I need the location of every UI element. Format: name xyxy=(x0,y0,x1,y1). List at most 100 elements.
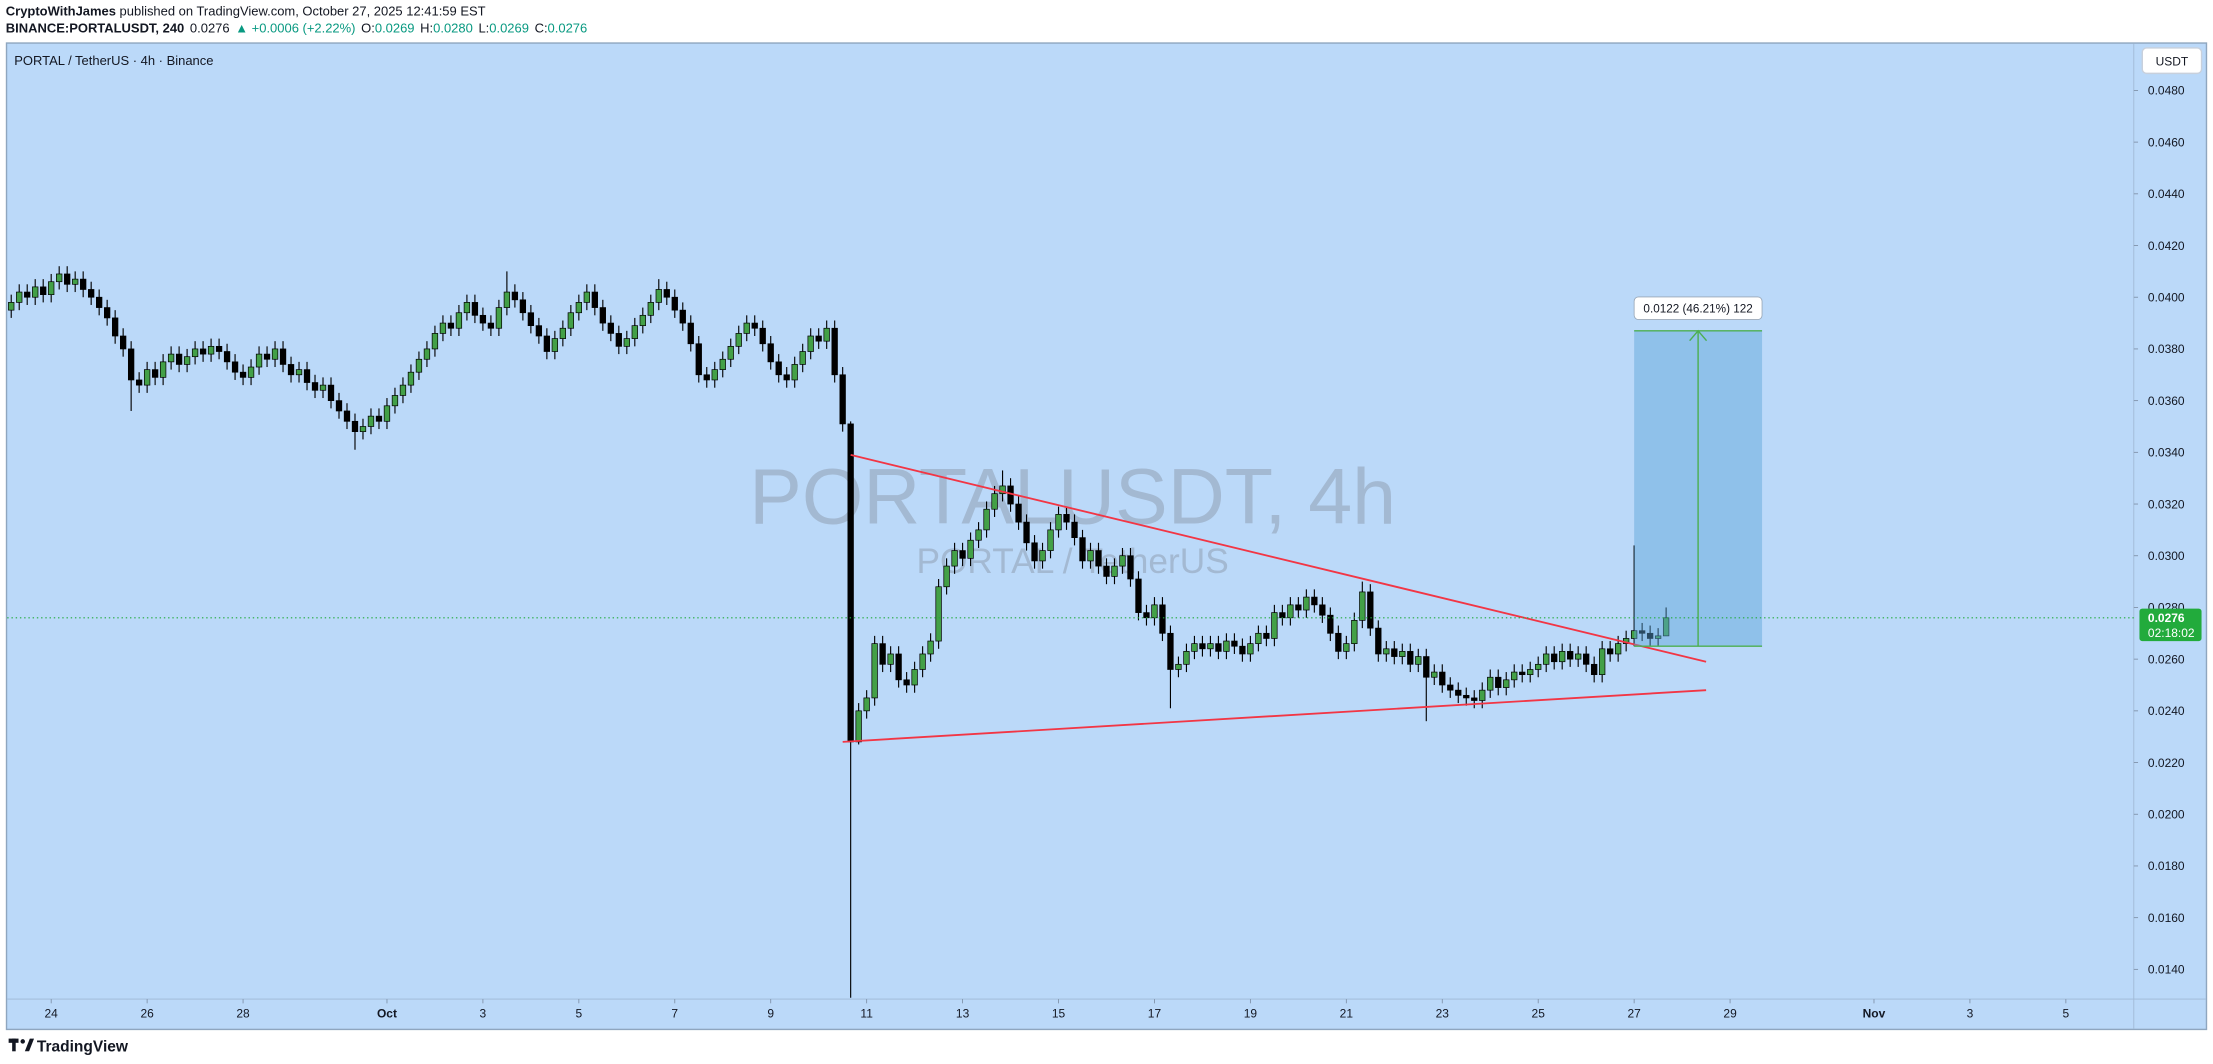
author: CryptoWithJames xyxy=(6,4,116,19)
y-tick-label: 0.0300 xyxy=(2148,549,2185,563)
candle-body xyxy=(1319,604,1326,616)
candle-body xyxy=(935,586,942,642)
candle-body xyxy=(607,322,614,334)
plot: 0.0140 0.0160 0.0180 0.0200 0.0220 0.0240 0.02… xyxy=(7,84,2202,1020)
candle-body xyxy=(735,333,742,347)
candle-body xyxy=(1407,651,1414,665)
candle-body xyxy=(1335,632,1342,652)
candle-body xyxy=(1255,632,1262,644)
candle-body xyxy=(1087,550,1094,562)
x-tick-label: 23 xyxy=(1436,1006,1450,1020)
candle-body xyxy=(1375,627,1382,655)
candle-body xyxy=(8,302,15,311)
candle-body xyxy=(815,335,822,342)
price: 0.0276 xyxy=(190,20,230,35)
candle-body xyxy=(24,291,31,298)
candle-body xyxy=(599,307,606,324)
candle-body xyxy=(1567,651,1574,660)
candle-body xyxy=(263,353,271,360)
candle-body xyxy=(1519,671,1526,676)
candle-body xyxy=(879,643,886,665)
candle-body xyxy=(1551,653,1558,663)
published: published on TradingView.com, October 27… xyxy=(116,4,486,19)
candle-body xyxy=(16,291,23,303)
l-label: L: xyxy=(478,20,489,35)
candle-body xyxy=(711,369,718,381)
candle-body xyxy=(1423,656,1430,678)
candle-body xyxy=(631,325,638,339)
y-tick-label: 0.0160 xyxy=(2148,911,2185,925)
candle-body xyxy=(911,669,918,686)
candle-body xyxy=(351,420,359,433)
candle-body xyxy=(1167,632,1174,670)
o: 0.0269 xyxy=(375,20,415,35)
candle-body xyxy=(1159,604,1166,634)
candle-body xyxy=(471,302,479,316)
x-tick-label: 13 xyxy=(956,1006,970,1020)
candle-body xyxy=(1247,643,1254,655)
candle-body xyxy=(127,348,135,381)
candle-body xyxy=(559,327,567,339)
candle-body xyxy=(623,338,630,347)
y-tick-label: 0.0460 xyxy=(2148,135,2185,149)
candle-body xyxy=(951,550,958,567)
candle-body xyxy=(1615,643,1622,655)
candle-body xyxy=(1295,604,1302,611)
measure-label-box xyxy=(1633,296,1763,320)
x-tick-label: Oct xyxy=(377,1006,397,1020)
pane-title: PORTAL / TetherUS · 4h · Binance xyxy=(14,53,213,68)
y-tick-label: 0.0140 xyxy=(2148,963,2185,977)
candle-body xyxy=(615,333,622,347)
candle-body xyxy=(1111,565,1118,577)
candle-body xyxy=(783,374,790,381)
candle-body xyxy=(1103,565,1110,577)
countdown-label: 02:18:02 xyxy=(2148,626,2195,640)
candle-body xyxy=(495,307,503,329)
candle-body xyxy=(1463,694,1470,699)
candle-body xyxy=(1559,651,1566,663)
y-tick-label: 0.0480 xyxy=(2148,84,2185,98)
currency-label[interactable]: USDT xyxy=(2156,55,2189,69)
candle-body xyxy=(1439,671,1446,686)
x-tick-label: 19 xyxy=(1244,1006,1258,1020)
trendline xyxy=(850,454,1707,663)
candle-body xyxy=(223,351,231,363)
candle-body xyxy=(375,415,383,422)
candle-body xyxy=(1487,676,1494,691)
x-tick-label: 28 xyxy=(236,1006,250,1020)
candle-body xyxy=(391,395,399,407)
candle-body xyxy=(247,366,255,378)
candle-body xyxy=(695,343,702,376)
candle-body xyxy=(903,679,910,686)
candle-body xyxy=(743,322,750,334)
candle-body xyxy=(215,345,223,352)
candle-body xyxy=(447,322,455,329)
candle-body xyxy=(791,364,798,381)
watermark-sub: PORTAL / TetherUS xyxy=(916,542,1228,581)
currency-button[interactable] xyxy=(2141,47,2203,75)
candle-body xyxy=(1127,555,1134,580)
candle-body xyxy=(503,291,511,308)
candle-body xyxy=(1119,555,1126,567)
candle-body xyxy=(639,314,646,327)
candle-body xyxy=(1607,648,1614,655)
candle-body xyxy=(1063,514,1070,523)
candle-body xyxy=(327,384,335,401)
candle-body xyxy=(687,322,694,345)
x-tick-label: 11 xyxy=(860,1006,873,1020)
candle-body xyxy=(1215,643,1222,652)
candle-body xyxy=(1575,653,1582,660)
x-tick-label: 5 xyxy=(2063,1006,2070,1020)
candle-body xyxy=(1031,542,1038,562)
candle-body xyxy=(1367,591,1374,629)
y-tick-label: 0.0260 xyxy=(2148,652,2185,666)
candle-body xyxy=(1143,612,1150,619)
candle-body xyxy=(1175,663,1182,670)
candle-body xyxy=(343,410,351,422)
candle-body xyxy=(1630,630,1638,639)
measure-label: 0.0122 (46.21%) 122 xyxy=(1643,302,1752,315)
candle-body xyxy=(807,335,814,352)
candle-body xyxy=(959,550,966,559)
candle-body xyxy=(183,356,191,365)
y-tick-label: 0.0400 xyxy=(2148,290,2185,304)
